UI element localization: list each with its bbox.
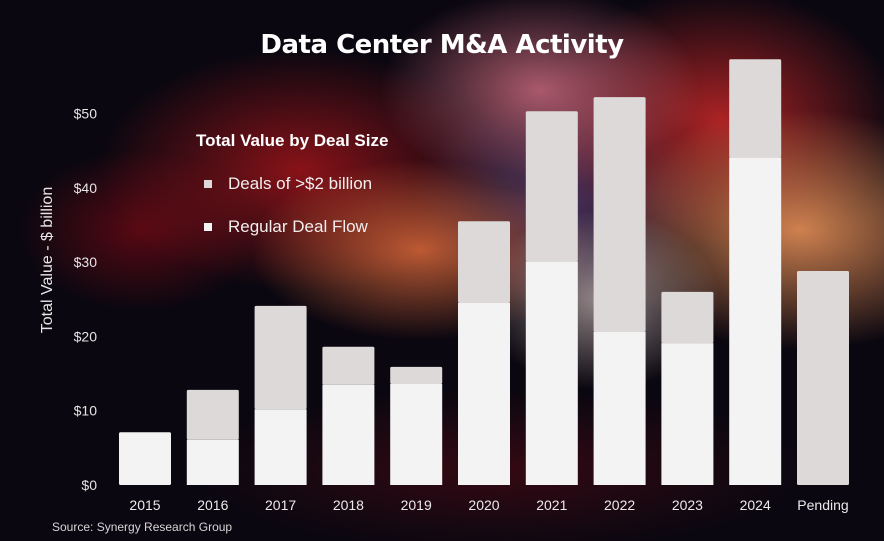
y-tick-label: $40: [74, 180, 98, 196]
x-tick-label: 2019: [401, 497, 432, 513]
y-tick-label: $20: [74, 328, 98, 344]
bar-segment-regular: [593, 331, 646, 485]
source-note: Source: Synergy Research Group: [52, 520, 233, 534]
bar-segment-large-deals: [797, 271, 849, 485]
bar-segment-regular: [458, 302, 510, 485]
bar-segment-large-deals: [254, 305, 307, 410]
legend-swatch-regular: [204, 223, 212, 231]
bar-segment-large-deals: [322, 346, 375, 385]
x-tick-label: 2018: [333, 497, 364, 513]
x-tick-label: 2020: [468, 497, 499, 513]
chart-title: Data Center M&A Activity: [260, 30, 624, 60]
bar-segment-regular: [322, 384, 375, 485]
legend-label-regular: Regular Deal Flow: [228, 217, 368, 236]
x-tick-label: 2024: [740, 497, 771, 513]
bar-segment-regular: [661, 343, 714, 485]
bar-segment-large-deals: [458, 221, 510, 303]
y-tick-label: $50: [74, 106, 98, 122]
bar-segment-regular: [254, 409, 307, 485]
bar-segment-large-deals: [390, 366, 443, 384]
x-tick-label: 2016: [197, 497, 228, 513]
y-tick-label: $30: [74, 254, 98, 270]
bar-segment-large-deals: [593, 97, 646, 332]
bar-segment-regular: [729, 157, 782, 485]
y-tick-label: $10: [74, 403, 98, 419]
legend-label-large-deals: Deals of >$2 billion: [228, 174, 373, 193]
bar-segment-regular: [390, 383, 443, 485]
x-tick-label: 2023: [672, 497, 703, 513]
legend-item-regular: Regular Deal Flow: [204, 217, 368, 237]
x-tick-label: 2021: [536, 497, 567, 513]
bar-segment-large-deals: [729, 59, 782, 158]
bar-segment-regular: [525, 261, 578, 485]
x-tick-label: 2022: [604, 497, 635, 513]
legend-swatch-large-deals: [204, 180, 212, 188]
bar-segment-large-deals: [525, 111, 578, 262]
x-tick-label: 2015: [129, 497, 160, 513]
legend-item-large-deals: Deals of >$2 billion: [204, 174, 372, 194]
x-tick-label: Pending: [797, 497, 848, 513]
y-axis-label: Total Value - $ billion: [39, 186, 56, 334]
bar-segment-large-deals: [661, 291, 714, 344]
y-tick-label: $0: [81, 477, 97, 493]
bar-segment-regular: [186, 439, 239, 485]
legend-title: Total Value by Deal Size: [196, 131, 389, 150]
bar-segment-large-deals: [186, 389, 239, 440]
x-tick-label: 2017: [265, 497, 296, 513]
bar-segment-regular: [119, 432, 171, 485]
